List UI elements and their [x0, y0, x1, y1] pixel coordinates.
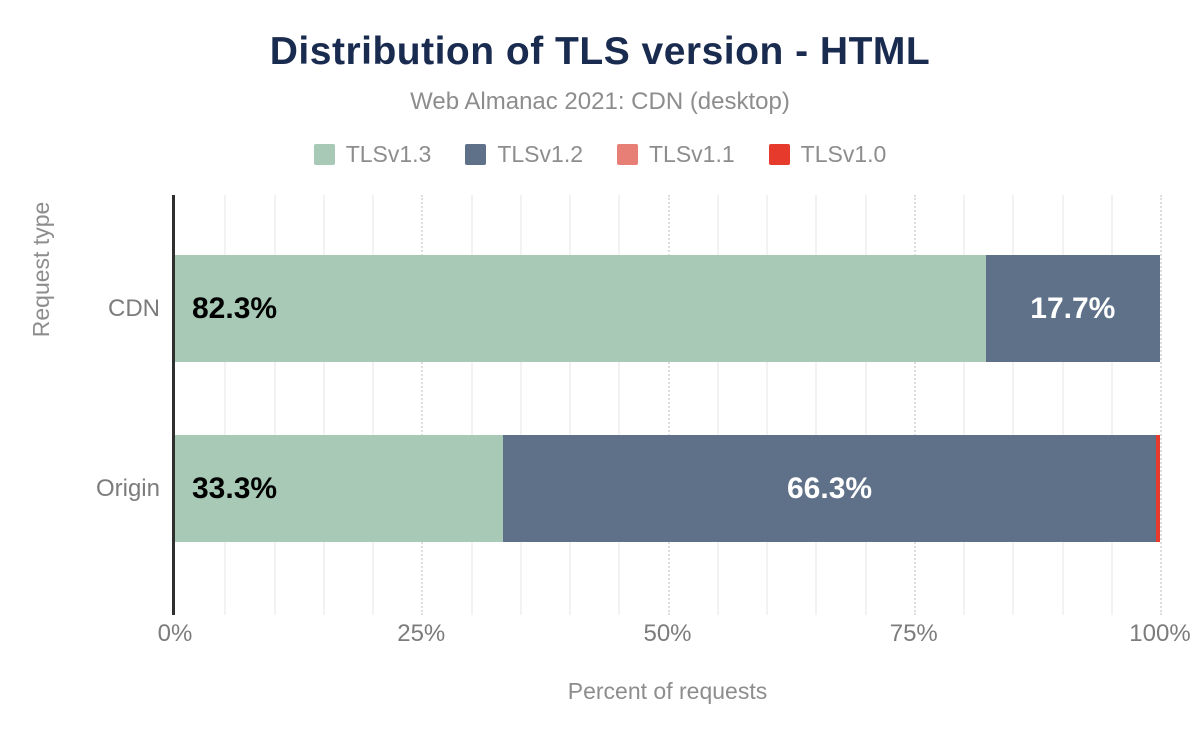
- x-axis-title: Percent of requests: [567, 678, 768, 704]
- major-gridline: [1160, 195, 1162, 615]
- minor-gridline: [1110, 195, 1113, 615]
- legend-item-tlsv1.1: TLSv1.1: [617, 141, 735, 168]
- x-axis-ticks: 0% 25% 50% 75% 100%: [158, 620, 1191, 650]
- minor-gridline: [864, 195, 867, 615]
- bar-row-origin: 33.3% 66.3%: [175, 435, 1160, 542]
- bar-segment-origin-tlsv1.0: [1156, 435, 1160, 542]
- x-tick-label: 50%: [643, 620, 692, 647]
- category-label-origin: Origin: [95, 475, 160, 502]
- x-tick-label: 25%: [397, 620, 446, 647]
- major-gridline: [667, 195, 670, 615]
- legend-item-tlsv1.3: TLSv1.3: [313, 141, 432, 168]
- chart-title: Distribution of TLS version - HTML: [269, 30, 931, 73]
- legend-label: TLSv1.3: [345, 141, 432, 167]
- minor-gridline: [716, 195, 719, 615]
- minor-gridline: [372, 195, 374, 615]
- category-label-cdn: CDN: [108, 295, 160, 322]
- minor-gridline: [963, 195, 965, 615]
- bar-segment-origin-tlsv1.2: 66.3%: [503, 435, 1157, 542]
- major-gridline: [421, 195, 424, 615]
- minor-gridline: [618, 195, 621, 615]
- x-tick-label: 75%: [889, 620, 938, 647]
- x-tick-label: 0%: [157, 620, 193, 647]
- minor-gridline: [815, 195, 818, 615]
- plot-area: 82.3% 17.7% 33.3% 66.3%: [172, 195, 1162, 615]
- minor-gridline: [569, 195, 571, 615]
- legend-swatch-icon: [617, 144, 638, 165]
- minor-gridline: [470, 195, 473, 615]
- legend-item-tlsv1.0: TLSv1.0: [768, 141, 887, 168]
- legend-swatch-icon: [313, 144, 335, 165]
- bar-segment-cdn-tlsv1.2: 17.7%: [985, 255, 1160, 362]
- minor-gridline: [1012, 195, 1015, 615]
- minor-gridline: [519, 195, 522, 615]
- chart-legend: TLSv1.3 TLSv1.2 TLSv1.1 TLSv1.0: [0, 141, 1200, 168]
- x-tick-label: 100%: [1129, 620, 1191, 647]
- minor-gridline: [1061, 195, 1064, 615]
- legend-label: TLSv1.1: [649, 141, 735, 167]
- legend-label: TLSv1.0: [800, 141, 887, 167]
- bar-row-cdn: 82.3% 17.7%: [175, 255, 1160, 362]
- minor-gridline: [322, 195, 325, 615]
- bar-value-label: 66.3%: [786, 471, 873, 505]
- legend-label: TLSv1.2: [497, 141, 583, 167]
- legend-swatch-icon: [465, 144, 487, 165]
- y-axis-line: [172, 195, 175, 615]
- minor-gridline: [224, 195, 227, 615]
- minor-gridline: [766, 195, 768, 615]
- legend-swatch-icon: [768, 144, 790, 165]
- chart-subtitle: Web Almanac 2021: CDN (desktop): [410, 88, 790, 115]
- bar-value-label: 17.7%: [1030, 291, 1116, 325]
- legend-item-tlsv1.2: TLSv1.2: [465, 141, 583, 168]
- bar-value-label: 33.3%: [192, 471, 278, 505]
- major-gridline: [913, 195, 916, 615]
- bar-value-label: 82.3%: [192, 291, 278, 325]
- bar-segment-origin-tlsv1.3: 33.3%: [175, 435, 503, 542]
- minor-gridline: [273, 195, 276, 615]
- bar-segment-cdn-tlsv1.3: 82.3%: [175, 255, 986, 362]
